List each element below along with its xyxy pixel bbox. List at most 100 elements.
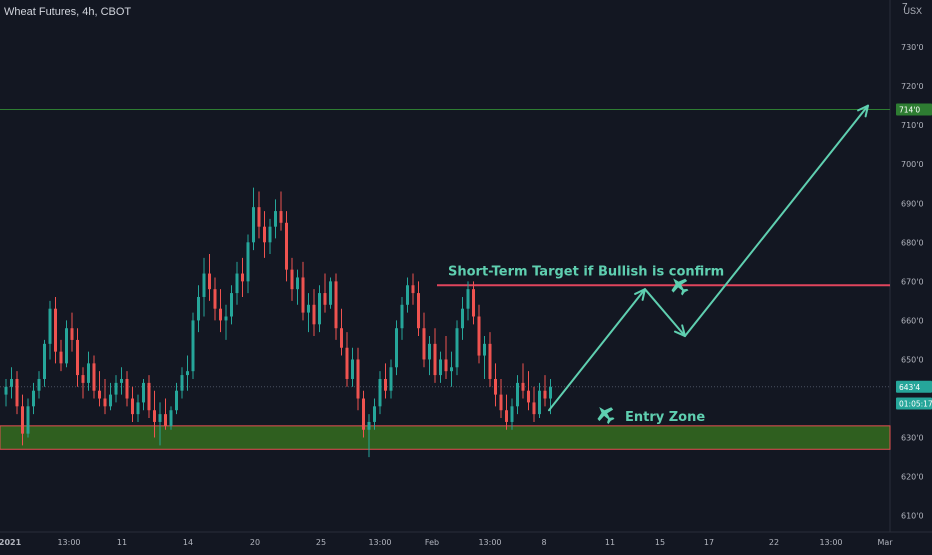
price-label-bg xyxy=(896,103,932,116)
candle xyxy=(197,285,200,333)
candle xyxy=(461,296,464,340)
candle xyxy=(417,281,420,337)
candle-body xyxy=(444,359,448,372)
candle-body xyxy=(450,367,453,372)
candle-body xyxy=(208,273,211,290)
candle-body xyxy=(114,382,118,395)
candle xyxy=(65,320,68,368)
candle-body xyxy=(307,304,310,313)
candle-body xyxy=(175,390,178,411)
candle xyxy=(312,289,316,337)
candle xyxy=(488,332,492,387)
y-tick-label: 690'0 xyxy=(901,199,924,208)
candle-body xyxy=(246,242,250,282)
candle xyxy=(373,398,376,430)
y-tick-label: 700'0 xyxy=(901,160,924,169)
candle-body xyxy=(538,390,541,415)
candle xyxy=(246,234,250,294)
x-tick-label: 2021 xyxy=(0,538,22,547)
x-tick-label: 8 xyxy=(541,538,546,547)
candle-body xyxy=(164,414,167,426)
x-tick-label: 13:00 xyxy=(368,538,391,547)
candle-body xyxy=(532,402,536,415)
candle xyxy=(367,414,371,458)
candle-body xyxy=(301,277,305,313)
candle-body xyxy=(87,363,90,383)
candle xyxy=(48,300,52,360)
candle-body xyxy=(26,406,30,434)
candle xyxy=(21,394,24,446)
candle xyxy=(87,351,90,391)
candle xyxy=(147,375,151,419)
candle xyxy=(158,402,162,446)
candle-body xyxy=(312,304,316,325)
candle-body xyxy=(257,207,261,227)
candle-body xyxy=(505,410,508,422)
candle-body xyxy=(213,289,217,309)
candle-body xyxy=(268,226,272,243)
candle-body xyxy=(543,390,547,399)
candle xyxy=(268,218,272,255)
candle-body xyxy=(274,211,277,227)
y-tick-label: 660'0 xyxy=(901,316,924,325)
candle xyxy=(351,347,354,387)
candle-body xyxy=(285,222,288,270)
candle-body xyxy=(329,281,332,305)
candle-body xyxy=(428,343,431,360)
y-tick-label: 650'0 xyxy=(901,355,924,364)
candle-body xyxy=(76,339,79,376)
candle-body xyxy=(373,406,376,422)
candle xyxy=(329,277,332,309)
candle xyxy=(81,367,85,399)
candle-body xyxy=(417,293,420,329)
candle xyxy=(389,359,393,399)
candle-body xyxy=(488,343,492,379)
candle-body xyxy=(252,207,255,243)
candle xyxy=(202,257,206,317)
y-tick-label: 720'0 xyxy=(901,82,924,91)
candle-body xyxy=(197,296,200,321)
candle-body xyxy=(235,273,239,294)
candle-body xyxy=(230,293,233,317)
candle xyxy=(483,336,486,379)
candle-body xyxy=(433,343,437,376)
candle-body xyxy=(362,398,365,430)
candle xyxy=(186,355,189,391)
candle-body xyxy=(98,390,101,399)
candle-body xyxy=(32,390,35,407)
candle-body xyxy=(180,375,184,391)
candle xyxy=(538,382,541,419)
candle xyxy=(103,378,107,415)
candle xyxy=(120,367,123,395)
candle-body xyxy=(290,269,294,290)
projection-segment xyxy=(548,288,646,412)
candle-body xyxy=(136,402,140,415)
y-tick-label: 680'0 xyxy=(901,238,924,247)
candle xyxy=(290,257,294,301)
candle xyxy=(439,351,442,383)
candle-body xyxy=(472,289,475,317)
x-tick-label: 13:00 xyxy=(57,538,80,547)
candle xyxy=(142,378,145,411)
candle xyxy=(26,398,30,438)
candle xyxy=(521,363,525,399)
candle xyxy=(340,308,343,356)
candle-body xyxy=(367,421,371,430)
candle-body xyxy=(384,378,387,391)
candle-body xyxy=(527,390,530,403)
candle xyxy=(406,277,409,313)
candle-body xyxy=(422,328,426,360)
candle xyxy=(257,191,261,239)
candle xyxy=(510,398,514,430)
candle-body xyxy=(15,378,19,407)
candle xyxy=(175,382,178,415)
candle xyxy=(532,386,536,422)
candle-body xyxy=(147,382,151,411)
candle-body xyxy=(439,359,442,376)
candle-body xyxy=(120,378,123,383)
candle xyxy=(213,277,217,321)
candle xyxy=(4,378,8,407)
